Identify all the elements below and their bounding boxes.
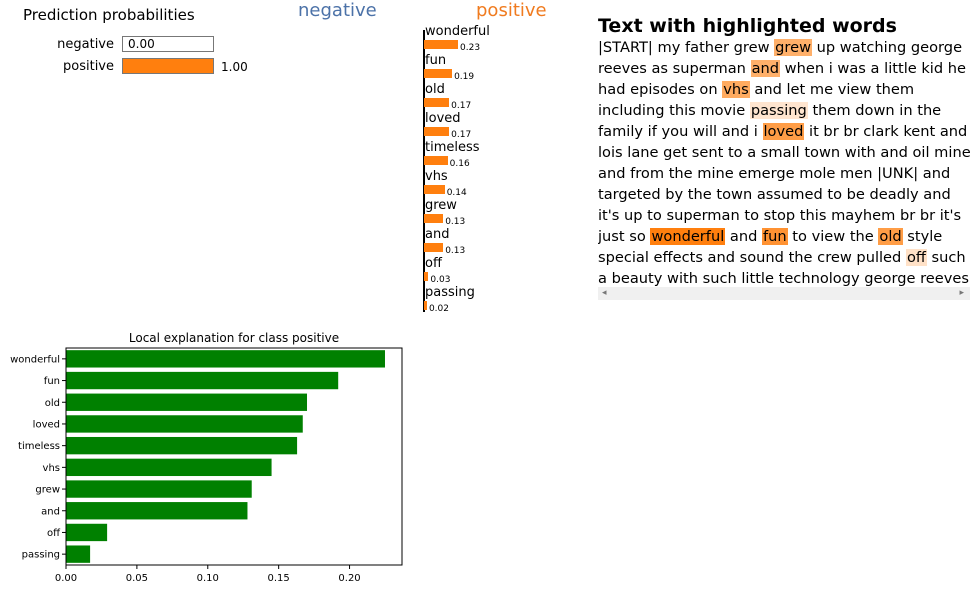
bar-old bbox=[66, 393, 308, 411]
bar-grew bbox=[66, 480, 252, 498]
highlighted-word-old: old bbox=[878, 228, 903, 245]
feature-value-wonderful: 0.23 bbox=[460, 43, 481, 53]
ytick-label-fun: fun bbox=[44, 376, 60, 387]
xtick-label-2: 0.10 bbox=[197, 573, 219, 584]
feature-bar-vhs bbox=[424, 185, 445, 194]
horizontal-scrollbar[interactable]: ◂ ▸ bbox=[598, 287, 970, 300]
feature-bar-old bbox=[424, 98, 450, 107]
feature-value-grew: 0.13 bbox=[445, 217, 466, 227]
ytick-label-vhs: vhs bbox=[43, 463, 60, 474]
ytick-label-old: old bbox=[45, 398, 60, 409]
xtick-label-4: 0.20 bbox=[338, 573, 360, 584]
feature-value-passing: 0.02 bbox=[428, 304, 449, 314]
prob-fill-positive bbox=[123, 59, 213, 73]
feature-word-passing: passing bbox=[425, 285, 475, 300]
highlighted-word-loved: loved bbox=[762, 123, 805, 140]
xtick-label-3: 0.15 bbox=[268, 573, 290, 584]
bar-vhs bbox=[66, 458, 272, 477]
local-explanation-chart: Local explanation for class positive wond… bbox=[10, 331, 403, 584]
text-segment: them down in the family if you will and … bbox=[598, 102, 942, 140]
chart-title: Local explanation for class positive bbox=[129, 331, 339, 345]
text-segment: it br br clark kent and lois lane get se… bbox=[598, 123, 971, 245]
feature-axis-line bbox=[423, 30, 425, 312]
prob-label-positive: positive bbox=[63, 59, 114, 74]
class-label-negative: negative bbox=[298, 0, 377, 21]
ytick-label-passing: passing bbox=[22, 550, 60, 561]
text-segment: and let me view them including this movi… bbox=[598, 81, 915, 119]
scroll-left-icon[interactable]: ◂ bbox=[602, 288, 607, 298]
feature-value-vhs: 0.14 bbox=[446, 188, 467, 198]
feature-word-fun: fun bbox=[425, 53, 447, 68]
ytick-label-and: and bbox=[41, 506, 60, 517]
highlighted-word-vhs: vhs bbox=[722, 81, 750, 98]
text-segment: up watching george reeves as superman bbox=[598, 39, 963, 77]
text-segment: such a beauty with such little technolog… bbox=[598, 249, 969, 287]
feature-word-off: off bbox=[425, 256, 442, 271]
highlighted-word-off: off bbox=[905, 249, 927, 266]
feature-bar-and bbox=[424, 243, 444, 252]
prob-label-negative: negative bbox=[57, 37, 114, 52]
highlighted-text-title: Text with highlighted words bbox=[598, 15, 897, 37]
highlighted-word-and: and bbox=[750, 60, 781, 77]
feature-word-and: and bbox=[425, 227, 450, 242]
feature-value-timeless: 0.16 bbox=[449, 159, 470, 169]
highlighted-word-passing: passing bbox=[749, 102, 808, 119]
ytick-label-loved: loved bbox=[33, 419, 60, 430]
prob-bar-negative: 0.00 bbox=[122, 36, 214, 52]
highlighted-text-body: |START| my father grew grew up watching … bbox=[598, 37, 972, 287]
text-segment: |START| my father grew bbox=[598, 39, 775, 56]
feature-value-fun: 0.19 bbox=[454, 72, 475, 82]
text-segment: when i was a little kid he had episodes … bbox=[598, 60, 966, 98]
highlighted-word-fun: fun bbox=[762, 228, 788, 245]
text-segment: style special effects and sound the crew… bbox=[598, 228, 943, 266]
feature-word-old: old bbox=[425, 82, 445, 97]
ytick-label-grew: grew bbox=[35, 485, 60, 496]
scroll-right-icon[interactable]: ▸ bbox=[959, 288, 964, 298]
feature-word-timeless: timeless bbox=[425, 140, 480, 155]
ytick-label-timeless: timeless bbox=[18, 441, 60, 452]
feature-bar-off bbox=[424, 272, 429, 281]
highlighted-word-wonderful: wonderful bbox=[650, 228, 726, 245]
chart-axes-frame bbox=[65, 347, 403, 566]
feature-word-wonderful: wonderful bbox=[425, 24, 490, 39]
feature-word-grew: grew bbox=[425, 198, 457, 213]
feature-value-and: 0.13 bbox=[445, 246, 466, 256]
prob-bar-positive bbox=[122, 58, 214, 74]
feature-bar-grew bbox=[424, 214, 444, 223]
text-segment: and bbox=[725, 228, 762, 245]
xtick-label-0: 0.00 bbox=[55, 573, 77, 584]
prob-value-positive: 1.00 bbox=[221, 60, 248, 74]
xtick-label-1: 0.05 bbox=[126, 573, 148, 584]
feature-word-loved: loved bbox=[425, 111, 461, 126]
bar-timeless bbox=[66, 436, 298, 455]
bar-loved bbox=[66, 415, 303, 433]
bar-wonderful bbox=[66, 350, 385, 368]
bar-and bbox=[66, 502, 248, 520]
prob-value-negative: 0.00 bbox=[128, 37, 155, 51]
class-label-positive: positive bbox=[476, 0, 547, 21]
feature-bar-wonderful bbox=[424, 40, 458, 49]
feature-value-loved: 0.17 bbox=[451, 130, 472, 140]
prediction-probabilities-title: Prediction probabilities bbox=[23, 6, 195, 24]
feature-bar-loved bbox=[424, 127, 450, 136]
feature-value-off: 0.03 bbox=[430, 275, 451, 285]
feature-bar-passing bbox=[424, 301, 427, 310]
feature-value-old: 0.17 bbox=[451, 101, 472, 111]
ytick-label-wonderful: wonderful bbox=[10, 354, 60, 365]
feature-bar-fun bbox=[424, 69, 453, 78]
ytick-label-off: off bbox=[47, 528, 61, 539]
text-segment: to view the bbox=[787, 228, 879, 245]
feature-word-vhs: vhs bbox=[425, 169, 448, 184]
bar-fun bbox=[66, 371, 339, 390]
bar-passing bbox=[66, 545, 91, 563]
feature-bar-timeless bbox=[424, 156, 448, 165]
highlighted-word-grew: grew bbox=[774, 39, 813, 56]
bar-off bbox=[66, 523, 108, 542]
